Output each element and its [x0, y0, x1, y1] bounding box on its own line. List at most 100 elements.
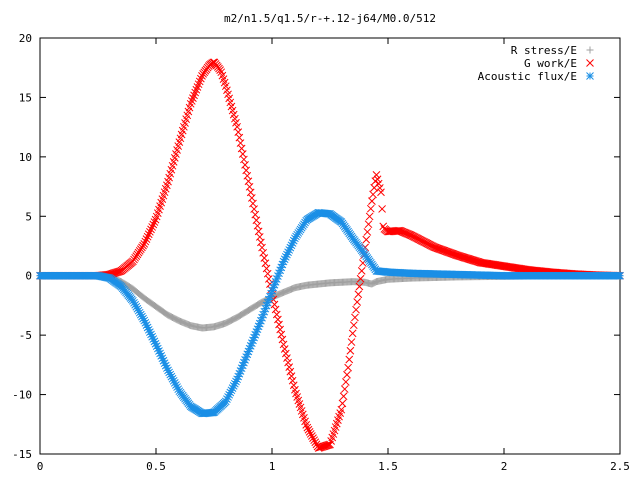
data-point [262, 264, 271, 273]
data-point [349, 321, 358, 330]
data-point [141, 237, 150, 246]
data-point [270, 300, 279, 309]
data-point [276, 325, 285, 334]
data-point [345, 355, 354, 364]
data-point [357, 267, 366, 275]
data-point [147, 225, 155, 234]
data-point [365, 212, 374, 221]
data-point [277, 330, 286, 339]
data-point [306, 430, 315, 438]
x-tick-label: 0.5 [146, 460, 166, 473]
data-point [197, 74, 205, 83]
y-tick-label: -10 [12, 389, 32, 402]
series-0 [36, 272, 624, 332]
x-tick-label: 1.5 [378, 460, 398, 473]
data-point [192, 85, 201, 94]
data-point [303, 423, 312, 432]
data-point [394, 226, 402, 235]
data-point [616, 271, 624, 280]
legend-label: Acoustic flux/E [478, 70, 577, 83]
data-point [142, 235, 151, 243]
y-tick-label: 20 [19, 32, 32, 45]
data-point [275, 320, 283, 329]
data-point [372, 171, 381, 179]
data-point [302, 420, 311, 429]
data-point [146, 227, 154, 236]
y-tick-label: 5 [25, 210, 32, 223]
x-tick-label: 2 [501, 460, 508, 473]
y-tick-label: 10 [19, 151, 32, 164]
data-point [338, 399, 347, 408]
data-point [287, 372, 296, 381]
data-point [374, 179, 383, 188]
x-tick-label: 2.5 [610, 460, 630, 473]
data-point [263, 269, 272, 278]
data-point [363, 228, 372, 236]
data-point [366, 204, 375, 213]
data-point [355, 282, 364, 291]
legend-label: G work/E [524, 57, 577, 70]
data-point [339, 392, 348, 401]
plot-frame [39, 37, 621, 455]
data-point [368, 197, 376, 205]
axis-ticks: 0 0.5 1 1.5 2 2.5 -15 -10 -5 0 5 10 15 20 [12, 32, 630, 473]
data-point [216, 66, 224, 74]
data-point [288, 376, 297, 385]
data-point [323, 441, 332, 450]
data-point [310, 436, 318, 445]
data-point [190, 91, 198, 100]
data-point [285, 363, 294, 371]
legend-marker [586, 72, 594, 80]
data-point [305, 427, 314, 436]
data-point [194, 80, 203, 89]
data-point [150, 218, 159, 226]
data-point [337, 405, 346, 414]
data-point [257, 238, 265, 247]
data-point [191, 88, 200, 97]
data-point [140, 240, 149, 248]
data-point [258, 243, 266, 252]
y-tick-label: -15 [12, 448, 32, 461]
y-tick-label: -5 [19, 329, 32, 342]
data-point [198, 71, 206, 80]
data-point [271, 305, 280, 314]
data-point [279, 340, 288, 349]
data-point [195, 77, 204, 86]
legend-marker [586, 46, 594, 54]
data-point [260, 254, 269, 262]
series-2 [36, 208, 624, 418]
data-point [325, 440, 333, 449]
legend-label: R stress/E [511, 44, 577, 57]
data-point [144, 230, 153, 239]
data-point [283, 354, 291, 362]
data-point [351, 313, 359, 322]
data-point [143, 232, 152, 241]
data-point [343, 370, 351, 379]
data-point [261, 259, 270, 268]
data-point [148, 223, 157, 231]
x-tick-label: 0 [37, 460, 44, 473]
series-1 [36, 58, 624, 452]
data-point [354, 290, 363, 299]
data-point [189, 94, 197, 102]
data-point [278, 335, 287, 344]
data-point [340, 385, 349, 393]
data-point [375, 184, 384, 192]
data-point [344, 363, 352, 372]
data-point [272, 310, 281, 319]
data-point [362, 235, 371, 244]
data-point [377, 188, 385, 197]
data-point [149, 220, 158, 229]
legend-marker [586, 59, 594, 67]
data-point [187, 97, 196, 105]
data-point [284, 358, 292, 367]
data-point [281, 349, 290, 358]
data-point [364, 220, 373, 229]
data-point [280, 345, 289, 353]
data-point [304, 425, 313, 434]
data-marks [36, 58, 624, 452]
data-point [369, 190, 377, 199]
y-tick-label: 0 [25, 270, 32, 283]
